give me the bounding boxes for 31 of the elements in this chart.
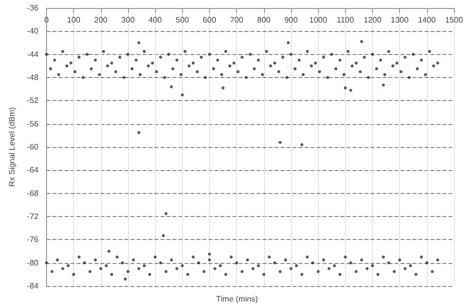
x-tick-label: 1500 bbox=[445, 16, 464, 24]
x-tick-label: 400 bbox=[148, 16, 162, 24]
x-tick-label: 1200 bbox=[364, 16, 382, 24]
y-tick-label: -84 bbox=[26, 282, 40, 290]
x-tick-label: 600 bbox=[202, 16, 217, 24]
y-tick-label: -60 bbox=[26, 142, 40, 152]
y-axis-title: Rx Signal Level (dBm) bbox=[8, 106, 16, 187]
x-tick-label: 300 bbox=[121, 16, 136, 24]
y-tick-label: -68 bbox=[26, 188, 40, 198]
y-tick-label: -56 bbox=[26, 119, 40, 128]
x-tick-label: 1100 bbox=[336, 16, 354, 24]
x-axis-title: Time (mins) bbox=[216, 294, 258, 304]
x-tick-label: 500 bbox=[176, 16, 190, 24]
y-tick-label: -64 bbox=[26, 166, 40, 175]
x-tick-label: 1400 bbox=[418, 16, 436, 24]
y-tick-label: -80 bbox=[26, 258, 40, 268]
y-tick-label: -48 bbox=[26, 73, 40, 82]
y-tick-label: -72 bbox=[26, 212, 40, 221]
x-tick-label: 1000 bbox=[309, 16, 328, 24]
x-tick-label: 800 bbox=[257, 16, 272, 24]
x-tick-label: 700 bbox=[230, 16, 244, 24]
y-tick-label: -52 bbox=[26, 96, 40, 106]
x-tick-label: 0 bbox=[44, 16, 50, 24]
x-tick-label: 200 bbox=[94, 16, 108, 24]
y-tick-label: -76 bbox=[26, 235, 40, 244]
y-tick-label: -36 bbox=[26, 4, 40, 12]
y-tick-label: -44 bbox=[26, 50, 40, 59]
x-tick-label: 1300 bbox=[390, 16, 410, 24]
x-tick-label: 100 bbox=[66, 16, 81, 24]
x-tick-label: 900 bbox=[284, 16, 298, 24]
y-tick-label: -40 bbox=[26, 26, 40, 36]
